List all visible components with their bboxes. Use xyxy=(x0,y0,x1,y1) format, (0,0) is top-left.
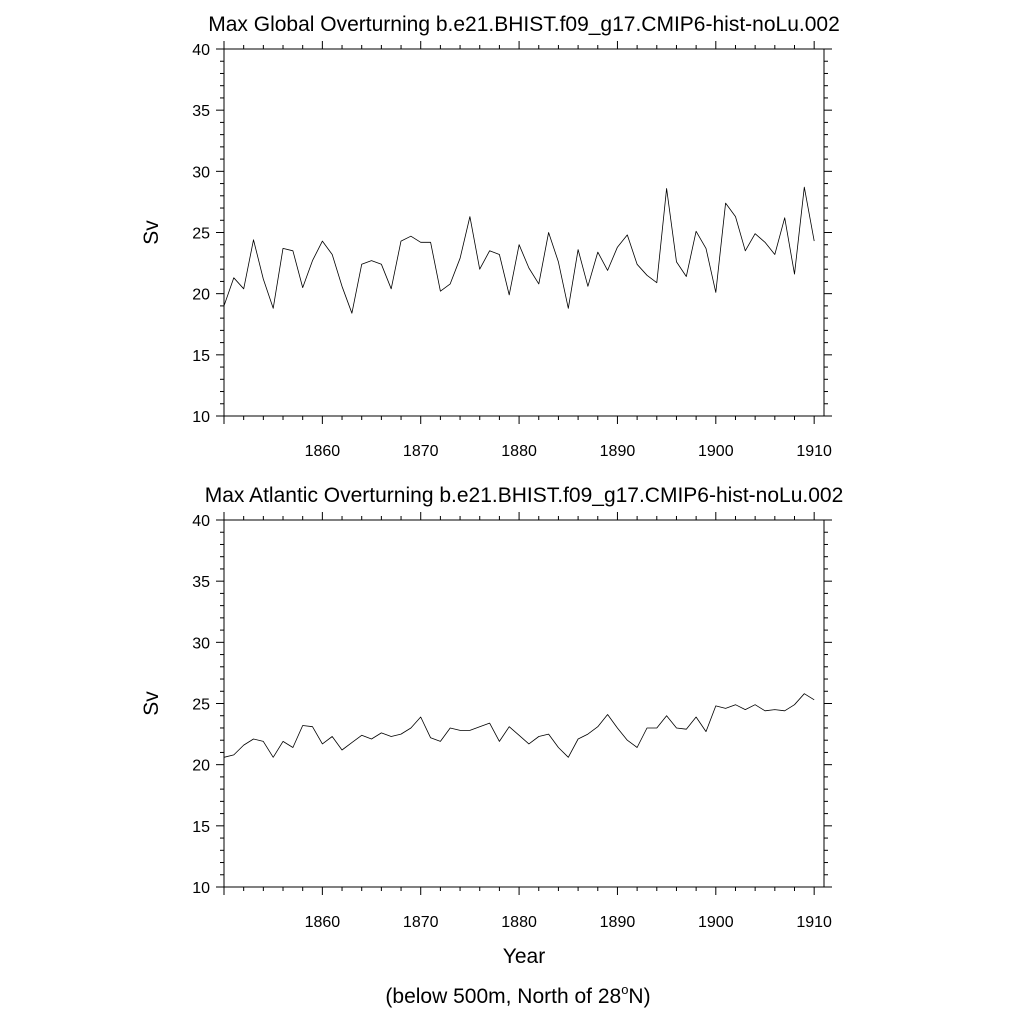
x-tick-label: 1890 xyxy=(600,914,636,931)
plot-frame xyxy=(223,519,825,888)
y-tick-label: 25 xyxy=(192,226,210,243)
x-axis-title: Year xyxy=(503,945,545,968)
y-tick-label: 15 xyxy=(192,819,210,836)
x-tick-label: 1870 xyxy=(403,443,439,460)
y-tick-label: 20 xyxy=(192,287,210,304)
x-tick-label: 1860 xyxy=(305,443,341,460)
x-tick-label: 1890 xyxy=(600,443,636,460)
chart-title: Max Global Overturning b.e21.BHIST.f09_g… xyxy=(208,13,840,36)
y-tick-label: 25 xyxy=(192,697,210,714)
y-tick-label: 35 xyxy=(192,574,210,591)
y-tick-label: 40 xyxy=(192,42,210,59)
chart-title: Max Atlantic Overturning b.e21.BHIST.f09… xyxy=(205,484,844,507)
footnote-superscript: o xyxy=(621,982,628,997)
footnote-main: (below 500m, North of 28 xyxy=(385,985,621,1008)
x-tick-label: 1860 xyxy=(305,914,341,931)
x-tick-label: 1900 xyxy=(698,443,734,460)
footnote-tail: N) xyxy=(628,985,650,1008)
y-axis-title: Sv xyxy=(140,220,163,245)
y-axis-title: Sv xyxy=(140,691,163,716)
x-tick-label: 1910 xyxy=(796,443,832,460)
y-tick-label: 10 xyxy=(192,409,210,426)
series-line xyxy=(223,693,815,758)
y-tick-label: 30 xyxy=(192,635,210,652)
series-line xyxy=(223,186,815,314)
plot-frame xyxy=(223,48,825,417)
y-tick-label: 10 xyxy=(192,880,210,897)
y-tick-label: 30 xyxy=(192,164,210,181)
x-tick-label: 1880 xyxy=(501,914,537,931)
x-tick-label: 1910 xyxy=(796,914,832,931)
x-tick-label: 1870 xyxy=(403,914,439,931)
global-overturning-panel: Max Global Overturning b.e21.BHIST.f09_g… xyxy=(140,13,840,460)
x-tick-label: 1900 xyxy=(698,914,734,931)
footnote: (below 500m, North of 28oN) xyxy=(385,982,650,1008)
y-tick-label: 15 xyxy=(192,348,210,365)
y-tick-label: 40 xyxy=(192,513,210,530)
x-tick-label: 1880 xyxy=(501,443,537,460)
atlantic-overturning-panel: Max Atlantic Overturning b.e21.BHIST.f09… xyxy=(140,484,843,968)
y-tick-label: 20 xyxy=(192,758,210,775)
y-tick-label: 35 xyxy=(192,103,210,120)
